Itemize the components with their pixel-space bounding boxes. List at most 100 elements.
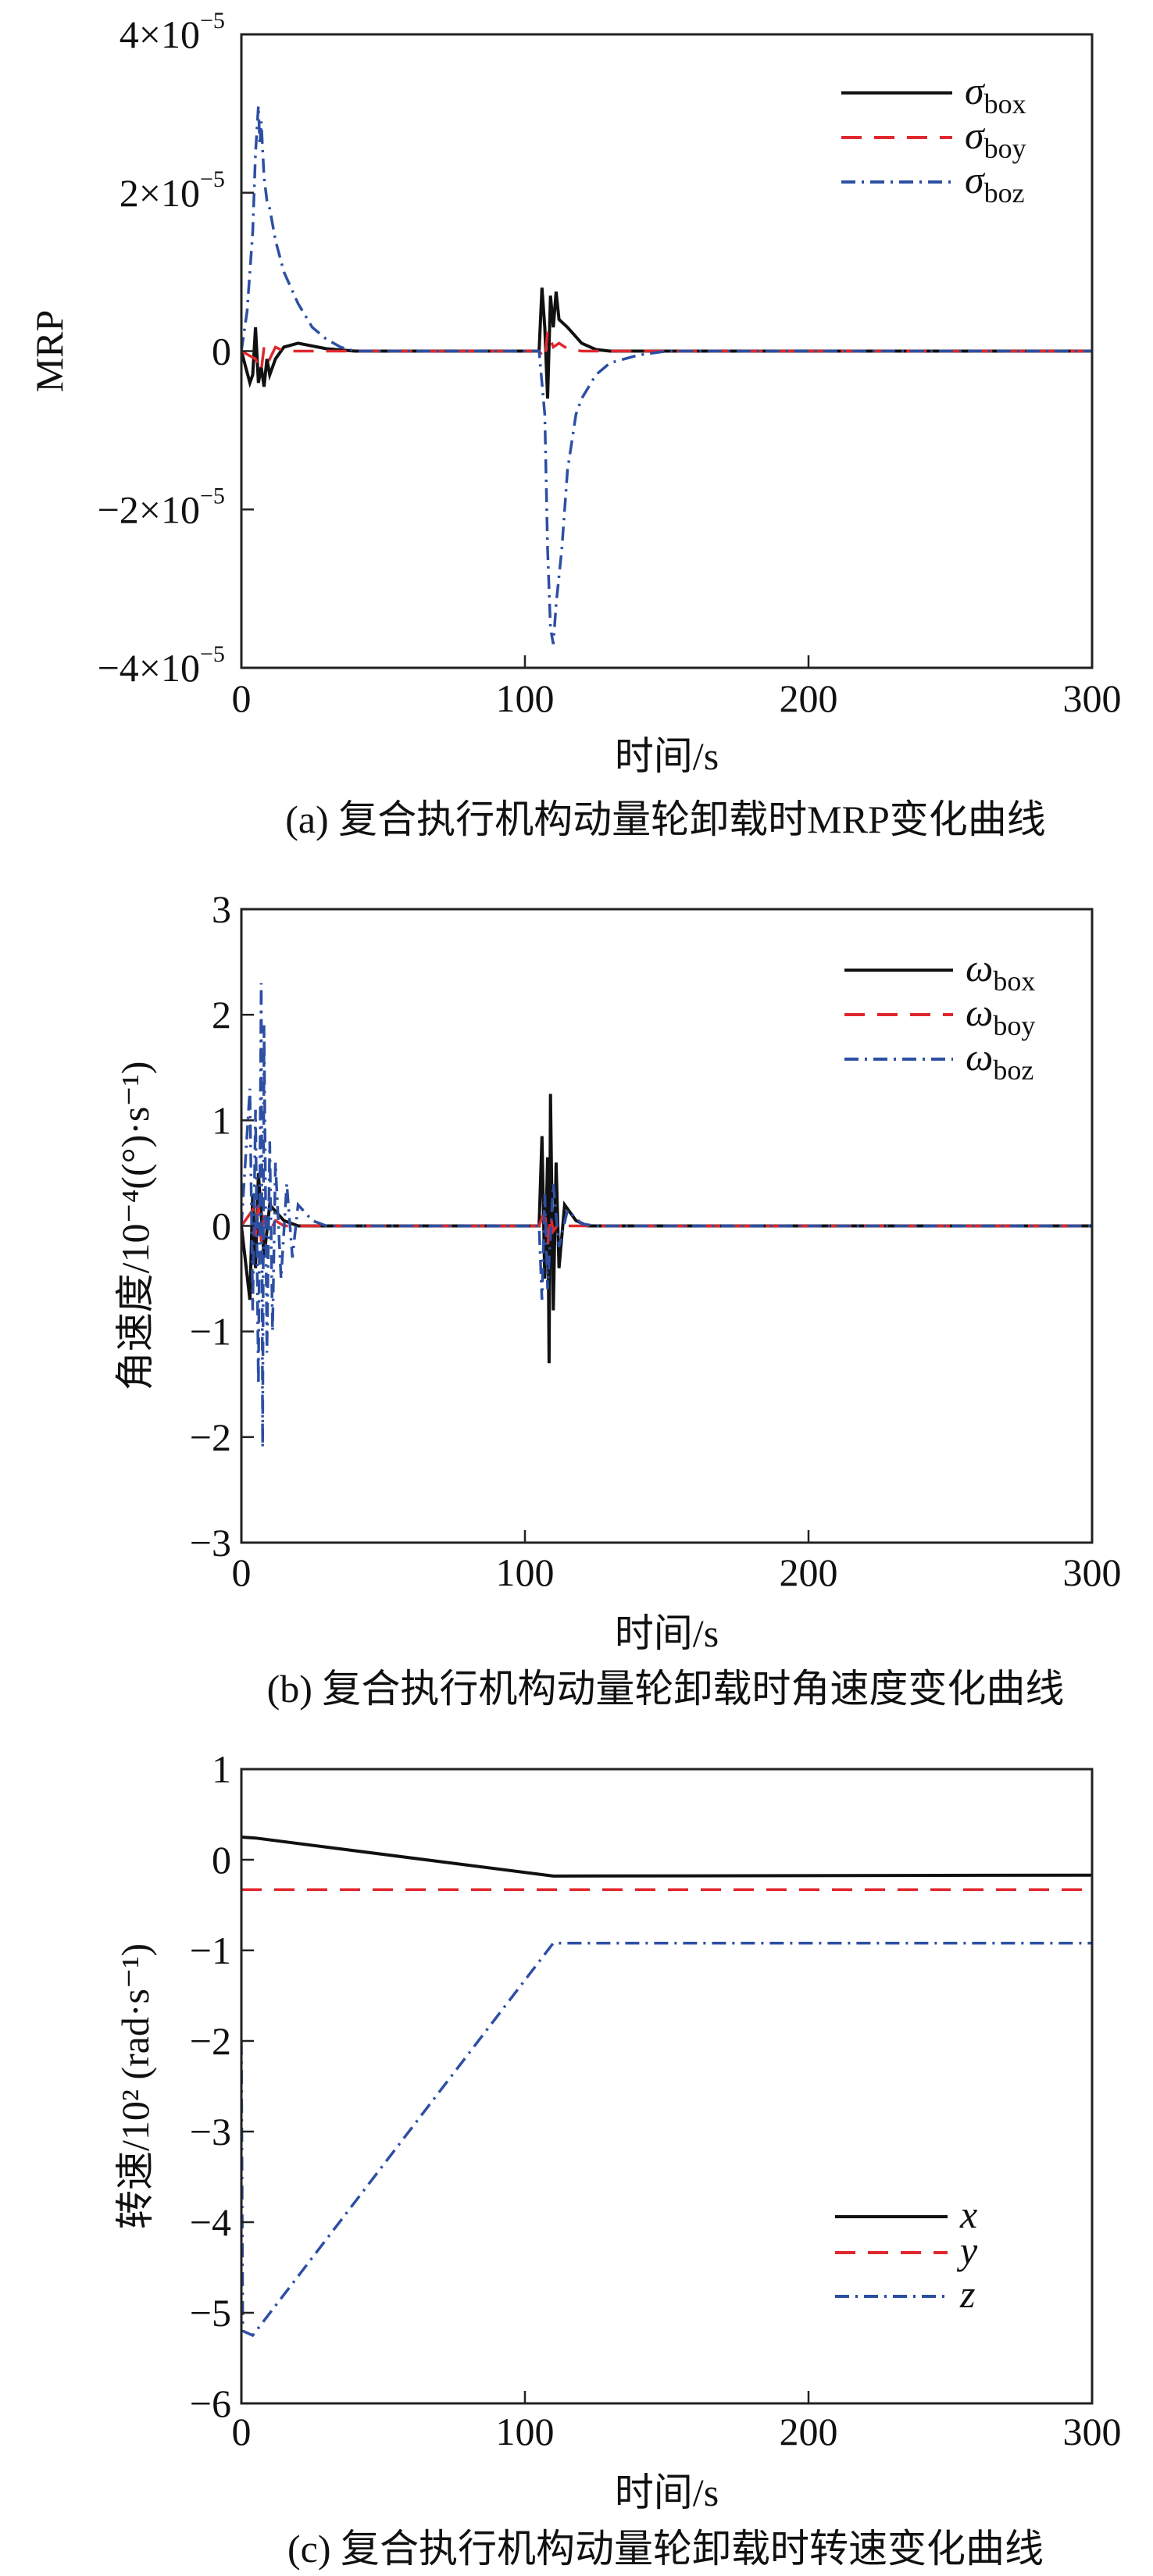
y-tick-label: −3 — [190, 2110, 231, 2153]
legend-label: σbox — [965, 69, 1026, 120]
legend-subscript: box — [993, 965, 1035, 997]
y-tick-label: 0 — [212, 1204, 231, 1248]
y-tick-base: −5 — [190, 2291, 231, 2335]
x-tick-label: 200 — [780, 2410, 838, 2453]
figure-caption: (a) 复合执行机构动量轮卸载时MRP变化曲线 — [285, 797, 1046, 841]
legend-label: σboz — [965, 158, 1025, 209]
legend-subscript: box — [984, 88, 1026, 120]
y-tick-label: 4×10 — [120, 12, 200, 56]
y-tick-base: −4 — [190, 2200, 231, 2244]
legend-symbol: ω — [966, 990, 993, 1034]
legend-symbol: ω — [966, 946, 993, 990]
y-tick-label: 1 — [212, 1747, 231, 1791]
legend-symbol: x — [959, 2192, 977, 2236]
series-line-σboz — [241, 105, 1092, 644]
legend-symbol: σ — [965, 69, 986, 112]
x-tick-label: 100 — [496, 2410, 555, 2453]
y-tick-base: −6 — [190, 2382, 231, 2425]
legend-label: σboy — [965, 113, 1026, 164]
y-tick-label: 0 — [212, 1838, 231, 1882]
y-tick-base: 2 — [212, 993, 231, 1036]
y-tick-label: 2 — [212, 993, 231, 1036]
x-tick-label: 300 — [1063, 2410, 1122, 2453]
x-tick-label: 0 — [232, 2410, 252, 2453]
legend-symbol: σ — [965, 158, 986, 202]
x-tick-label: 100 — [496, 1550, 555, 1594]
chart-panel-c: 0 100 200 300 1 0 −1 −2 −3 −4 −5 −6 时间/s 转速/10² (rad·… — [113, 1747, 1122, 2571]
y-tick-base: 1 — [212, 1747, 231, 1791]
y-tick-base: −1 — [190, 1928, 231, 1972]
legend-subscript: boy — [984, 133, 1026, 164]
legend-subscript: boy — [993, 1010, 1035, 1041]
x-axis-title: 时间/s — [615, 734, 719, 778]
x-tick-label: 0 — [232, 676, 252, 720]
y-tick-label: 1 — [212, 1098, 231, 1142]
y-tick-label: 2×10 — [120, 171, 200, 215]
y-tick-label: −2 — [190, 2019, 231, 2063]
y-tick-base: 4×10 — [120, 12, 200, 56]
legend-subscript: boz — [984, 177, 1025, 209]
series-line-z — [241, 1941, 1092, 2338]
series-line-x — [241, 1836, 1092, 1878]
y-axis-title: 转速/10² (rad·s⁻¹) — [113, 1943, 157, 2229]
legend: xyz — [835, 2192, 978, 2316]
y-tick-base: 0 — [212, 330, 231, 373]
y-tick-exponent: −5 — [200, 641, 225, 667]
y-tick-base: −1 — [190, 1310, 231, 1354]
y-tick-base: −3 — [190, 1521, 231, 1565]
x-axis-title: 时间/s — [615, 2471, 719, 2514]
legend-symbol: σ — [965, 113, 986, 157]
y-tick-label: −2 — [190, 1415, 231, 1459]
y-tick-base: −2 — [190, 2019, 231, 2063]
figure-caption: (c) 复合执行机构动量轮卸载时转速变化曲线 — [287, 2527, 1044, 2571]
legend-label: ωboz — [966, 1035, 1033, 1086]
y-tick-label: 0 — [212, 330, 231, 373]
y-tick-base: −4×10 — [98, 646, 200, 690]
x-axis-title: 时间/s — [615, 1611, 719, 1655]
y-axis-title: MRP — [27, 310, 71, 393]
series-line-ωboz — [241, 983, 1092, 1448]
chart-panel-b: 0 100 200 300 3 2 1 0 −1 −2 −3 时间/s 角速度/10⁻⁴((°)·s⁻¹… — [113, 887, 1122, 1711]
y-tick-label: −4 — [190, 2200, 231, 2244]
y-tick-base: 2×10 — [120, 171, 200, 215]
series-line-ωbox — [241, 1094, 1092, 1364]
x-tick-label: 200 — [780, 1550, 838, 1594]
series-line-σbox — [241, 287, 1092, 399]
legend-symbol: z — [959, 2272, 975, 2316]
legend-label: z — [959, 2272, 975, 2316]
x-tick-label: 200 — [780, 676, 838, 720]
x-tick-label: 100 — [496, 676, 555, 720]
y-tick-base: 0 — [212, 1838, 231, 1882]
y-tick-base: 3 — [212, 887, 231, 931]
figure-caption: (b) 复合执行机构动量轮卸载时角速度变化曲线 — [267, 1667, 1065, 1711]
y-tick-base: −3 — [190, 2110, 231, 2153]
y-tick-label: 3 — [212, 887, 231, 931]
x-tick-label: 300 — [1063, 1550, 1122, 1594]
y-tick-label: −1 — [190, 1310, 231, 1354]
legend-label: ωboy — [966, 990, 1035, 1041]
x-tick-label: 300 — [1063, 676, 1122, 720]
y-tick-base: −2×10 — [98, 487, 200, 531]
y-tick-base: 0 — [212, 1204, 231, 1248]
y-tick-label: −4×10 — [98, 646, 200, 690]
x-tick-label: 0 — [232, 1550, 252, 1594]
y-tick-label: −2×10 — [98, 487, 200, 531]
plot-frame — [240, 1768, 1094, 2405]
y-tick-exponent: −5 — [200, 483, 225, 508]
y-tick-base: −2 — [190, 1415, 231, 1459]
legend-label: x — [959, 2192, 977, 2236]
y-axis-title: 角速度/10⁻⁴((°)·s⁻¹) — [113, 1061, 157, 1391]
legend-subscript: boz — [993, 1054, 1033, 1086]
legend-symbol: y — [956, 2228, 978, 2272]
legend-symbol: ω — [966, 1035, 993, 1079]
y-tick-label: −6 — [190, 2382, 231, 2425]
y-tick-exponent: −5 — [200, 8, 225, 34]
legend-label: ωbox — [966, 946, 1035, 997]
y-tick-label: −1 — [190, 1928, 231, 1972]
y-tick-base: 1 — [212, 1098, 231, 1142]
legend-label: y — [956, 2228, 978, 2272]
